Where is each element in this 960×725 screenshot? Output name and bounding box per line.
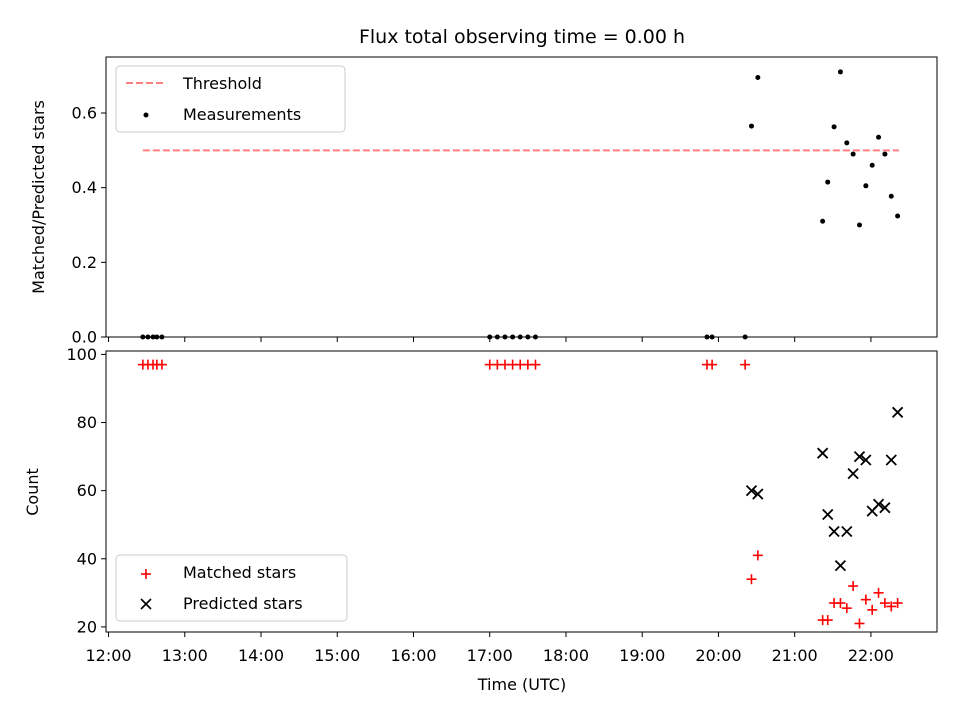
measurements-legend-swatch [143, 112, 149, 118]
matched-star-point [886, 601, 897, 612]
predicted-star-point [891, 406, 904, 418]
matched-star-point [530, 359, 541, 370]
matched-star-point [156, 359, 167, 370]
matched-star-point [892, 598, 903, 609]
top-legend: Threshold Measurements [115, 65, 346, 133]
measurement-point [844, 140, 850, 146]
matched-star-point [752, 550, 763, 561]
matched-star-point [822, 615, 833, 626]
x-tick-label: 19:00 [619, 646, 665, 665]
measurement-point [755, 75, 761, 81]
matched-star-point [740, 359, 751, 370]
measurement-point [888, 193, 894, 199]
top-y-axis-label: Matched/Predicted stars [29, 100, 48, 294]
matched-star-point [867, 604, 878, 615]
bottom-y-tick-label: 80 [77, 413, 97, 432]
measurement-point [876, 134, 882, 140]
predicted-star-point [860, 454, 872, 466]
top-y-tick-label: 0.0 [72, 328, 97, 347]
top-x-axis [108, 337, 872, 342]
predicted-star-point [853, 450, 866, 463]
x-tick-label: 13:00 [162, 646, 208, 665]
predicted-legend-label: Predicted stars [183, 594, 303, 613]
x-tick-label: 17:00 [467, 646, 513, 665]
measurement-point [882, 151, 888, 157]
measurement-point [831, 124, 837, 130]
x-tick-label: 18:00 [543, 646, 589, 665]
x-tick-label: 15:00 [314, 646, 360, 665]
bottom-y-tick-label: 40 [77, 549, 97, 568]
measurement-point [748, 123, 754, 129]
measurement-point [850, 151, 856, 157]
matched-star-point [854, 618, 865, 629]
x-tick-label: 21:00 [772, 646, 818, 665]
bottom-axes-frame [105, 350, 938, 633]
predicted-legend-swatch [140, 598, 152, 610]
x-tick-label: 14:00 [238, 646, 284, 665]
x-tick-label: 20:00 [695, 646, 741, 665]
top-y-axis: 0.0 0.2 0.4 0.6 [72, 104, 106, 347]
bottom-y-axis-label: Count [23, 468, 42, 516]
bottom-y-tick-label: 20 [77, 617, 97, 636]
bottom-legend-box [115, 554, 348, 622]
predicted-star-point [879, 502, 891, 514]
predicted-star-point [834, 559, 847, 572]
top-y-tick-label: 0.6 [72, 104, 97, 123]
measurement-point [895, 213, 901, 219]
matched-star-point [848, 581, 859, 592]
predicted-star-point [745, 485, 758, 497]
matched-star-point [860, 594, 871, 605]
predicted-star-point [885, 454, 897, 466]
x-tick-label: 16:00 [390, 646, 436, 665]
matched-legend-label: Matched stars [183, 563, 296, 582]
matched-star-point [879, 598, 890, 609]
predicted-star-point [752, 488, 764, 500]
measurement-point [825, 179, 831, 185]
top-legend-box [115, 65, 346, 133]
matched-star-point [841, 603, 852, 614]
top-axes-frame [105, 56, 938, 338]
measurement-point [837, 69, 843, 75]
predicted-star-point [847, 467, 859, 480]
x-tick-label: 22:00 [848, 646, 894, 665]
measurement-point [863, 183, 869, 189]
measurements-legend-label: Measurements [183, 105, 301, 124]
bottom-y-tick-label: 100 [66, 345, 97, 364]
bottom-x-axis: 12:00 13:00 14:00 15:00 16:00 17:00 18:00 19:00… [85, 632, 894, 665]
predicted-star-point [828, 525, 840, 538]
matched-star-point [873, 587, 884, 598]
predicted-star-point [822, 508, 834, 521]
matched-legend-swatch [141, 569, 151, 579]
bottom-y-tick-label: 60 [77, 481, 97, 500]
bottom-y-axis: 20 40 60 80 100 [66, 345, 106, 636]
x-axis-label: Time (UTC) [477, 675, 566, 694]
measurement-point [820, 218, 826, 224]
chart-title: Flux total observing time = 0.00 h [359, 26, 685, 48]
matched-star-point [707, 359, 718, 370]
predicted-star-point [841, 525, 853, 538]
bottom-legend: Matched stars Predicted stars [115, 554, 348, 622]
predicted-star-point [872, 498, 885, 510]
measurement-point [856, 222, 862, 228]
top-y-tick-label: 0.4 [72, 178, 97, 197]
matched-star-point [746, 574, 757, 585]
x-tick-label: 12:00 [85, 646, 131, 665]
bottom-plot-area [137, 359, 904, 629]
threshold-legend-label: Threshold [182, 74, 262, 93]
top-y-tick-label: 0.2 [72, 253, 97, 272]
matched-star-point [835, 598, 846, 609]
measurement-point [869, 162, 875, 168]
predicted-star-point [817, 447, 829, 459]
